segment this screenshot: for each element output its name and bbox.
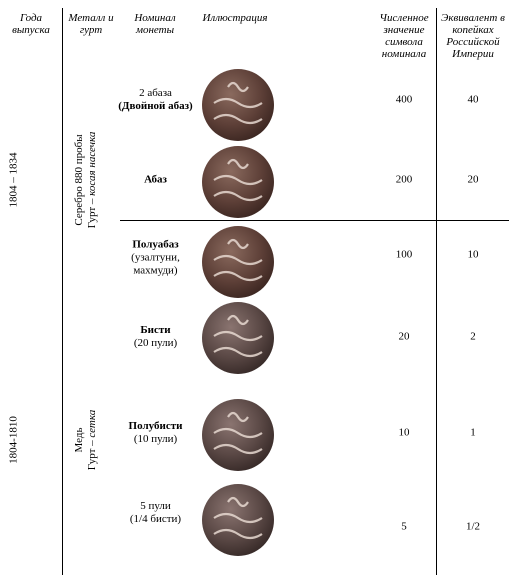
metal-and-edge: Серебро 880 пробы Гурт – косая насечка	[73, 132, 99, 229]
coin	[202, 302, 274, 374]
denomination: Полуабаз (узалтуни, махмуди)	[118, 239, 193, 278]
column-header: Года выпуска	[12, 12, 50, 36]
column-header: Номинал монеты	[134, 12, 176, 36]
column-header: Эквивалент в копейках Российской Империи	[441, 12, 505, 60]
coin	[202, 69, 274, 141]
denomination-line: (1/4 бисти)	[129, 513, 182, 525]
metal: Серебро 880 пробы	[73, 134, 85, 226]
denomination-line: 5 пули	[140, 500, 171, 512]
column-header: Численное значение символа номинала	[379, 12, 429, 60]
symbol-value: 400	[395, 93, 413, 106]
denomination: Полубисти (10 пули)	[118, 420, 193, 446]
symbol-value: 5	[401, 520, 407, 533]
denomination-line: (Двойной абаз)	[118, 100, 193, 112]
kopeck-value: 10	[467, 248, 479, 261]
kopeck-value: 2	[470, 330, 476, 343]
coin	[202, 399, 274, 471]
symbol-value: 200	[395, 173, 413, 186]
denomination-line: (20 пули)	[133, 337, 178, 349]
coin	[202, 146, 274, 218]
period: 1804-1810	[7, 416, 20, 464]
denomination-line: (10 пули)	[133, 433, 178, 445]
denomination-line: Полуабаз	[132, 238, 179, 251]
column-header: Металл и гурт	[68, 12, 114, 36]
edge: сетка	[86, 409, 98, 438]
row-divider	[120, 220, 509, 221]
column-divider	[62, 8, 63, 575]
column-divider	[436, 8, 437, 575]
column-header: Иллюстрация	[202, 12, 268, 24]
symbol-value: 10	[398, 426, 410, 439]
denomination: Бисти (20 пули)	[118, 324, 193, 350]
kopeck-value: 1/2	[465, 520, 481, 533]
denomination-line: Абаз	[144, 173, 167, 186]
coin	[202, 484, 274, 556]
kopeck-value: 20	[467, 173, 479, 186]
kopeck-value: 40	[467, 93, 479, 106]
denomination: Абаз	[118, 174, 193, 187]
edge: косая насечка	[86, 131, 98, 196]
denomination-line: Бисти	[140, 324, 171, 336]
metal-and-edge: Медь Гурт – сетка	[73, 410, 99, 470]
metal: Медь	[73, 427, 85, 453]
period: 1804 – 1834	[7, 152, 20, 208]
denomination-line: (узалтуни, махмуди)	[131, 251, 180, 277]
denomination-line: 2 абаза	[139, 87, 172, 99]
kopeck-value: 1	[470, 426, 476, 439]
coin	[202, 226, 274, 298]
denomination-line: Полубисти	[128, 420, 183, 432]
edge-label: Гурт –	[86, 198, 98, 229]
denomination: 5 пули (1/4 бисти)	[118, 500, 193, 526]
edge-label: Гурт –	[86, 440, 98, 471]
symbol-value: 100	[395, 248, 413, 261]
symbol-value: 20	[398, 330, 410, 343]
denomination: 2 абаза (Двойной абаз)	[118, 87, 193, 113]
